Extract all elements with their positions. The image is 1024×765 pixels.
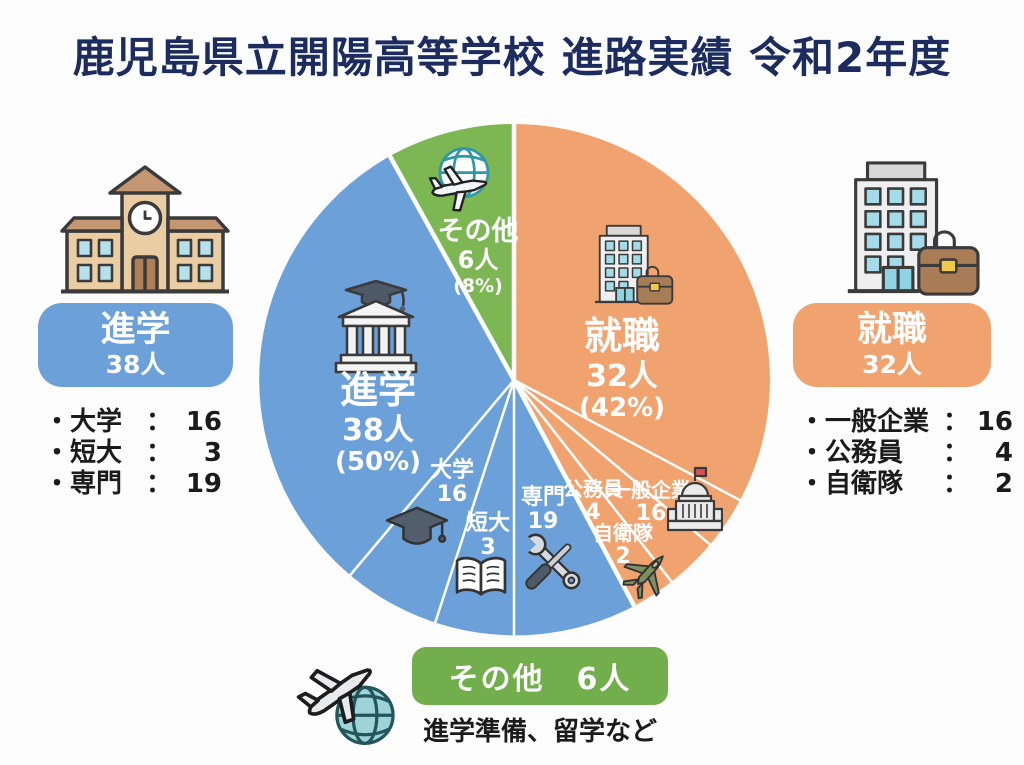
list-item: ・ 自衛隊 ： 2 bbox=[799, 463, 1013, 499]
colon: ： bbox=[942, 469, 969, 499]
item-label: 一般企業 bbox=[825, 407, 930, 437]
komuin-value: 4 bbox=[585, 499, 601, 525]
bullet: ・ bbox=[799, 469, 826, 499]
item-label: 自衛隊 bbox=[825, 469, 904, 499]
item-value: 16 bbox=[976, 407, 1013, 437]
bullet: ・ bbox=[44, 469, 71, 499]
pie-chart bbox=[259, 124, 770, 636]
colon: ： bbox=[145, 438, 172, 468]
bullet: ・ bbox=[44, 438, 71, 468]
pie-sublabel-komuin: 公務員 4 bbox=[549, 477, 637, 525]
other-note: 進学準備、留学など bbox=[422, 717, 657, 747]
briefcase-icon bbox=[917, 230, 980, 296]
list-item: ・ 短大 ： 3 bbox=[44, 432, 222, 468]
colon: ： bbox=[145, 407, 172, 437]
other-label: その他 bbox=[437, 216, 519, 247]
fighter-jet-icon bbox=[622, 555, 664, 600]
graduation-cap-icon bbox=[385, 506, 449, 545]
item-label: 公務員 bbox=[825, 438, 904, 468]
bullet: ・ bbox=[799, 438, 826, 468]
tandai-value: 3 bbox=[480, 534, 496, 560]
globe-airplane-icon bbox=[428, 147, 490, 212]
pie-sublabel-daigaku: 大学 16 bbox=[407, 459, 497, 507]
list-item: ・ 大学 ： 16 bbox=[44, 401, 222, 437]
item-label: 専門 bbox=[70, 469, 123, 499]
badge-header: 進学 bbox=[100, 310, 171, 351]
item-value: 3 bbox=[203, 438, 222, 468]
bullet: ・ bbox=[799, 407, 826, 437]
pie-slice-employment bbox=[514, 124, 770, 606]
employment-label: 就職 bbox=[583, 314, 660, 358]
jieitai-label: 自衛隊 bbox=[593, 521, 653, 545]
pie-sub-dividers bbox=[348, 378, 741, 636]
list-item: ・ 公務員 ： 4 bbox=[799, 432, 1013, 468]
jieitai-value: 2 bbox=[615, 543, 631, 569]
school-icon bbox=[60, 165, 230, 294]
pie-label-higher-education: 進学 38人 (50%) bbox=[288, 368, 468, 478]
open-book-icon bbox=[455, 556, 507, 596]
colon: ： bbox=[145, 469, 172, 499]
item-value: 4 bbox=[994, 438, 1013, 468]
senmon-value: 19 bbox=[527, 508, 559, 534]
daigaku-label: 大学 bbox=[429, 458, 474, 483]
employment-list: ・ 一般企業 ： 16 ・ 公務員 ： 4 ・ 自衛隊 ： 2 bbox=[799, 401, 1013, 499]
pie-sublabel-tandai: 短大 3 bbox=[443, 512, 533, 560]
colon: ： bbox=[942, 438, 969, 468]
pie-label-other: その他 6人 (8%) bbox=[398, 216, 558, 297]
ippan-value: 16 bbox=[635, 500, 667, 526]
pie-label-employment: 就職 32人 (42%) bbox=[532, 314, 712, 424]
employment-percent: (42%) bbox=[579, 393, 665, 424]
komuin-label: 公務員 bbox=[563, 477, 623, 501]
university-icon bbox=[334, 279, 418, 374]
item-value: 19 bbox=[185, 469, 222, 499]
page-title: 鹿児島県立開陽高等学校 進路実績 令和2年度 bbox=[72, 33, 952, 82]
office-building-icon bbox=[847, 161, 980, 296]
tandai-label: 短大 bbox=[465, 511, 510, 536]
office-building-icon bbox=[595, 224, 674, 305]
list-item: ・ 専門 ： 19 bbox=[44, 463, 222, 499]
higher-education-badge: 進学 38人 bbox=[38, 303, 233, 387]
briefcase-icon bbox=[636, 265, 674, 305]
other-percent: (8%) bbox=[453, 274, 503, 297]
senmon-label: 専門 bbox=[520, 485, 565, 510]
item-value: 2 bbox=[994, 469, 1013, 499]
pie-sublabel-ippan: 一般企業 16 bbox=[598, 478, 704, 526]
higher-ed-label: 進学 bbox=[339, 368, 416, 412]
employment-count: 32人 bbox=[586, 358, 658, 394]
tools-icon bbox=[520, 533, 581, 590]
employment-badge: 就職 32人 bbox=[793, 303, 991, 387]
badge-header: 就職 bbox=[856, 310, 927, 351]
pie-sublabel-senmon: 専門 19 bbox=[498, 486, 588, 534]
pie-main-dividers bbox=[387, 124, 637, 608]
airplane-globe-icon bbox=[296, 668, 395, 745]
other-count: 6人 bbox=[457, 246, 499, 275]
badge-count: 38人 bbox=[105, 349, 166, 379]
badge-count: 32人 bbox=[862, 349, 922, 379]
higher-education-list: ・ 大学 ： 16 ・ 短大 ： 3 ・ 専門 ： 19 bbox=[44, 401, 222, 499]
bullet: ・ bbox=[44, 407, 71, 437]
daigaku-value: 16 bbox=[436, 481, 468, 507]
badge-header: その他 6人 bbox=[448, 662, 632, 697]
item-value: 16 bbox=[185, 407, 222, 437]
other-badge: その他 6人 bbox=[412, 647, 668, 705]
list-item: ・ 一般企業 ： 16 bbox=[799, 401, 1013, 437]
pie-slice-higher-education bbox=[259, 156, 635, 636]
item-label: 短大 bbox=[70, 438, 123, 468]
item-label: 大学 bbox=[70, 407, 123, 437]
capitol-building-icon bbox=[667, 466, 723, 532]
higher-ed-percent: (50%) bbox=[335, 447, 421, 478]
pie-sublabel-jieitai: 自衛隊 2 bbox=[579, 521, 667, 569]
colon: ： bbox=[942, 407, 969, 437]
higher-ed-count: 38人 bbox=[342, 412, 414, 448]
ippan-label: 一般企業 bbox=[611, 478, 691, 502]
